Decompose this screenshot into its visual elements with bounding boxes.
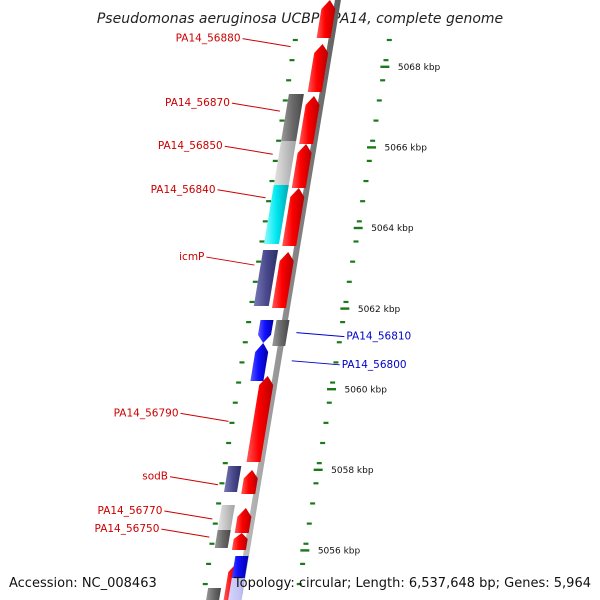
gene-label[interactable]: PA14_56880 [176,33,241,45]
cds-block[interactable] [217,505,235,530]
scale-tick-label: 5060 kbp [345,385,388,395]
forward-gene-arrow[interactable] [299,96,320,144]
forward-gene-arrow[interactable] [307,44,329,92]
scale-tick-label: 5062 kbp [358,305,401,315]
forward-gene-arrow[interactable] [241,470,258,494]
forward-gene-arrow[interactable] [246,376,274,462]
cds-block[interactable] [264,185,289,244]
forward-gene-arrow[interactable] [234,508,252,533]
scale-tick-label: 5066 kbp [385,144,428,154]
gene-label[interactable]: PA14_56840 [151,184,216,196]
forward-gene-arrow[interactable] [291,144,312,188]
cds-block[interactable] [228,578,245,600]
scale-tick-layer: 5068 kbp 5066 kbp 5064 kbp 5062 kbp 5060 kbp… [202,38,441,586]
gene-label-connector [224,145,273,155]
gene-label[interactable]: sodB [142,471,168,483]
gene-label[interactable]: PA14_56770 [98,505,163,517]
gene-label-connector [169,476,219,486]
gene-label-connector [242,38,291,48]
scale-tick-label: 5064 kbp [371,224,414,234]
gene-label[interactable]: PA14_56870 [165,97,230,109]
cds-block[interactable] [253,250,279,306]
accession-text: Accession: NC_008463 [9,576,157,591]
cds-block[interactable] [224,466,242,492]
gene-label[interactable]: PA14_56850 [158,140,223,152]
genome-summary-text: Topology: circular; Length: 6,537,648 bp… [233,576,591,591]
gene-label-connector [291,360,340,366]
gene-label[interactable]: PA14_56750 [95,523,160,535]
reverse-gene-arrow[interactable] [258,320,274,343]
forward-gene-arrow[interactable] [316,0,336,38]
gene-label-connector [231,102,280,112]
scale-tick-label: 5056 kbp [318,547,361,557]
gene-label[interactable]: icmP [179,251,204,263]
gene-label[interactable]: PA14_56810 [346,331,411,343]
gene-label-connector [164,510,213,520]
cds-block[interactable] [281,94,304,141]
gene-label-connector [217,189,266,199]
gene-label-connector [296,332,345,338]
scale-tick-label: 5068 kbp [398,63,441,73]
gene-label-layer: PA14_56880 PA14_56870 PA14_56850 PA14_56840… [95,33,412,535]
scale-tick-label: 5058 kbp [331,466,374,476]
gene-label-connector [161,528,210,538]
gene-label[interactable]: PA14_56800 [342,359,407,371]
forward-gene-arrow[interactable] [272,252,294,308]
forward-gene-arrow[interactable] [231,533,248,550]
gene-label-connector [180,412,229,422]
cds-block[interactable] [206,588,222,600]
cds-block[interactable] [272,320,290,346]
map-title: Pseudomonas aeruginosa UCBPP-PA14, compl… [97,11,503,27]
gene-label-connector [206,256,255,266]
cds-block[interactable] [273,141,297,185]
feature-layer [206,0,336,600]
forward-gene-arrow[interactable] [282,188,305,246]
reverse-gene-arrow[interactable] [250,343,269,381]
label-connector-layer [161,38,345,538]
gene-label[interactable]: PA14_56790 [114,407,179,419]
genome-backbone [235,0,341,600]
cds-block[interactable] [214,530,231,548]
